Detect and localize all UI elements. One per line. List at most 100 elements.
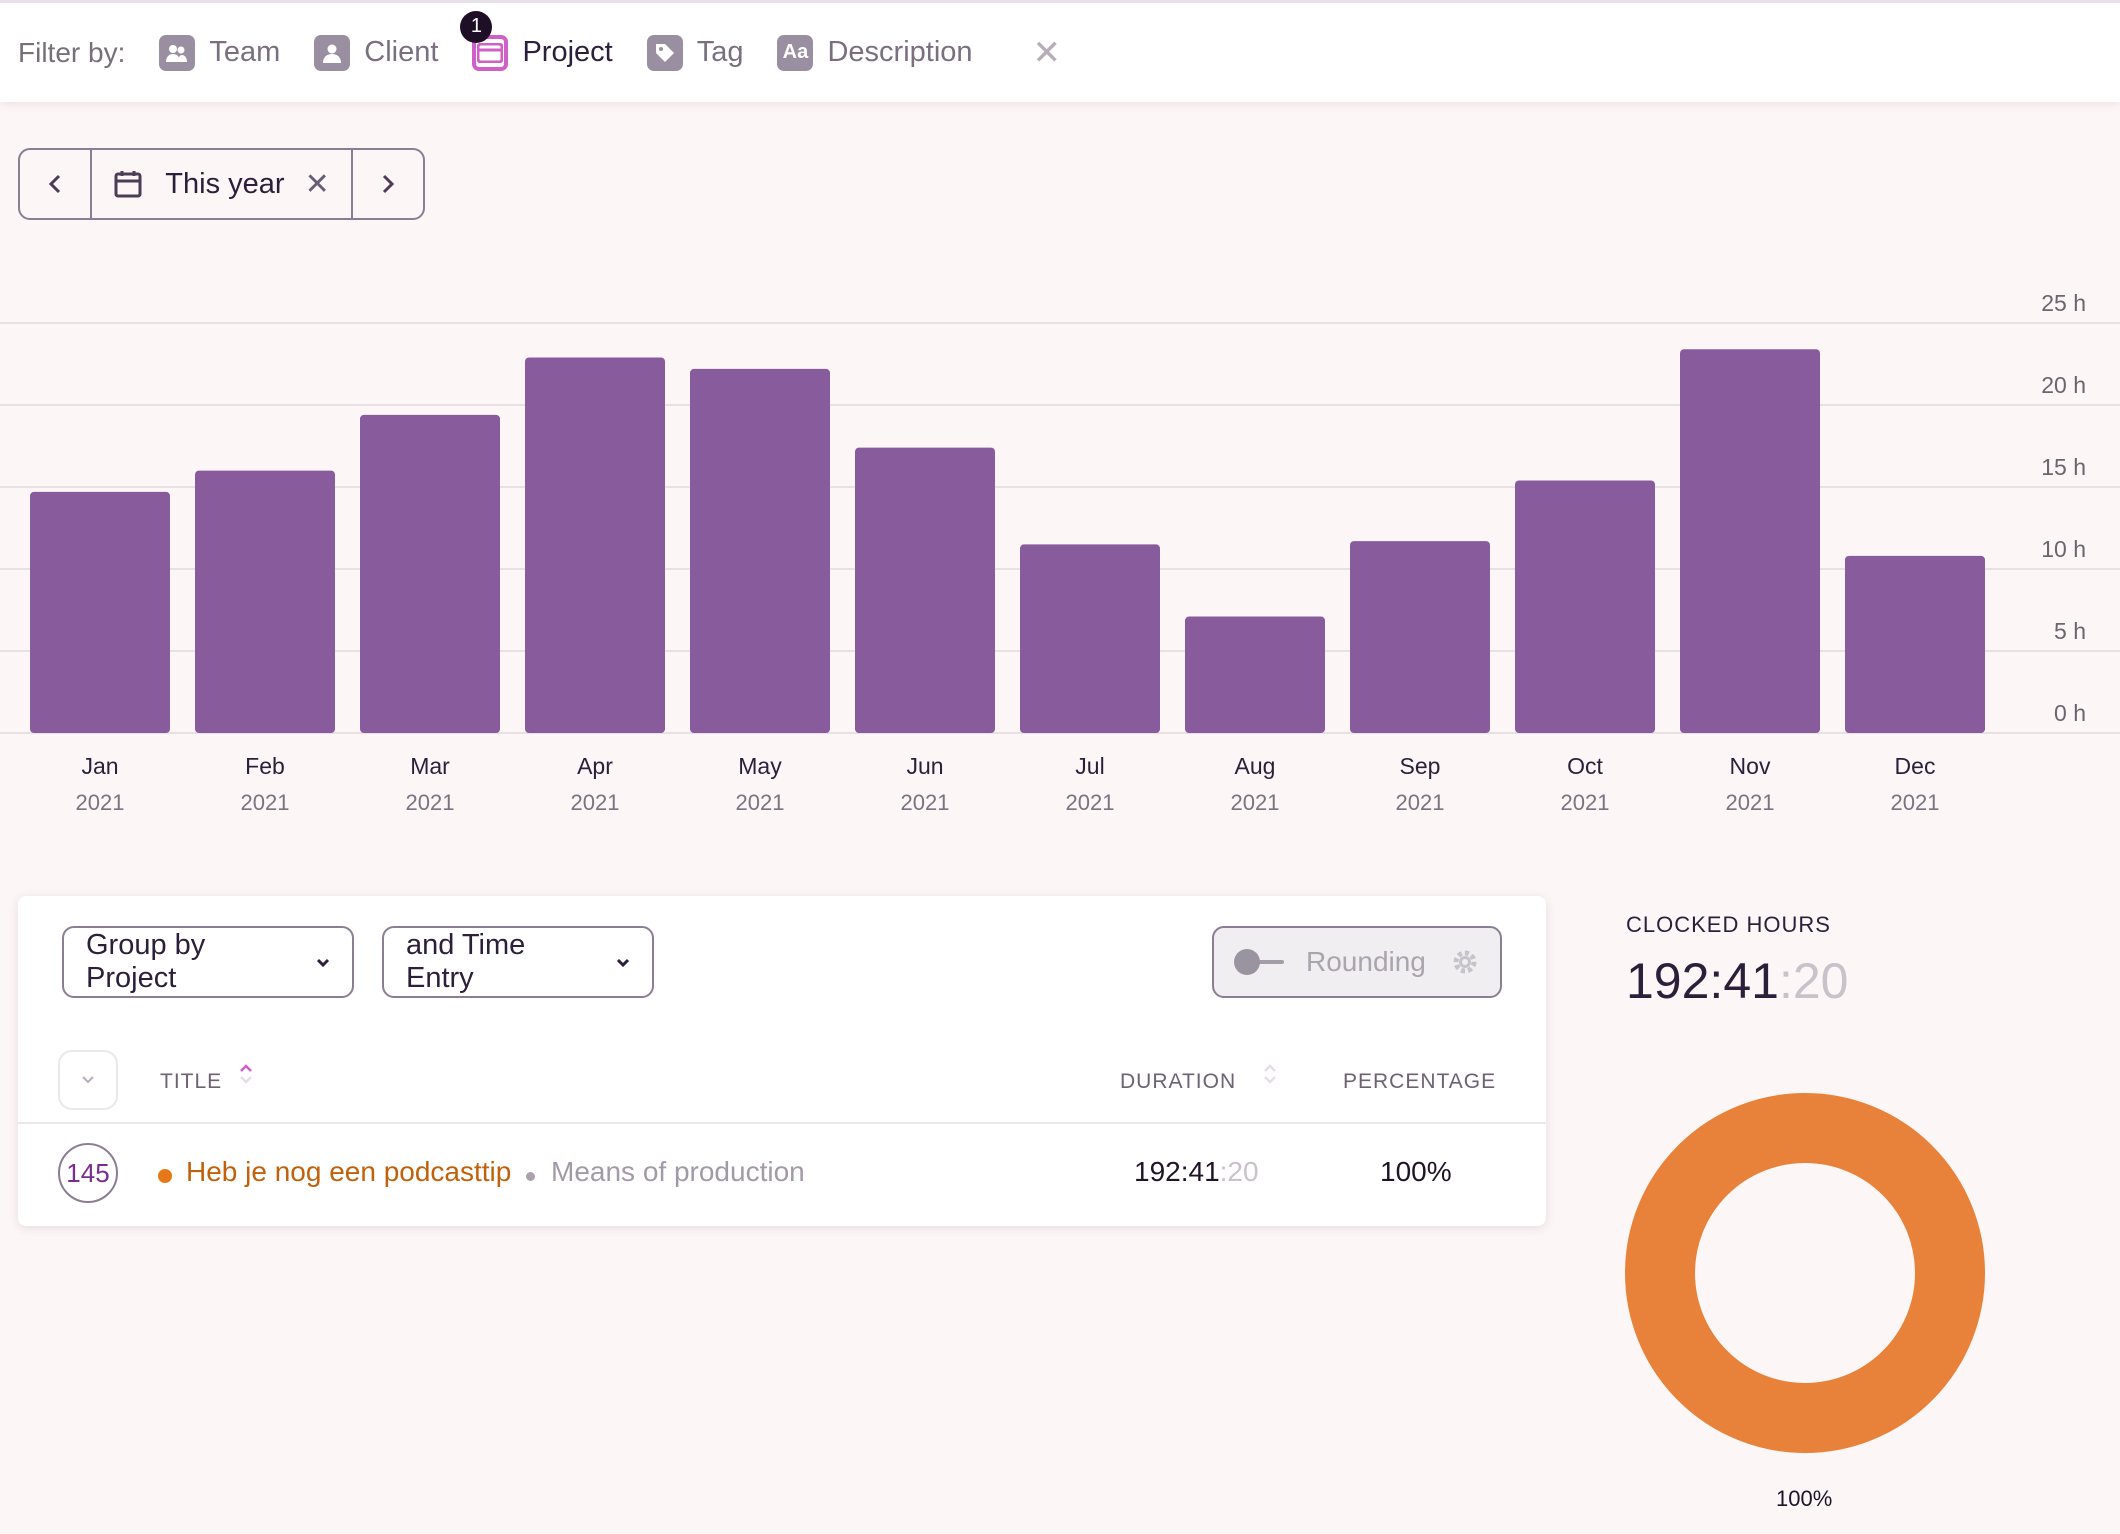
chevron-down-icon	[82, 1076, 94, 1084]
x-tick-sublabel: 2021	[1396, 790, 1445, 815]
filter-tag[interactable]: Tag	[646, 34, 744, 71]
sort-ascending-icon[interactable]	[238, 1062, 254, 1091]
x-tick-label: Jun	[906, 753, 943, 779]
bar-nov[interactable]	[1680, 349, 1820, 733]
chevron-down-icon	[316, 952, 330, 973]
row-duration: 192:41:20	[1134, 1156, 1259, 1188]
bar-aug[interactable]	[1185, 616, 1325, 733]
filter-team[interactable]: Team	[159, 34, 281, 71]
description-icon: Aa	[777, 34, 814, 71]
x-tick-sublabel: 2021	[241, 790, 290, 815]
x-tick-sublabel: 2021	[1231, 790, 1280, 815]
x-tick-sublabel: 2021	[1066, 790, 1115, 815]
x-tick-label: Sep	[1400, 753, 1441, 779]
bar-jun[interactable]	[855, 447, 995, 733]
column-percentage[interactable]: PERCENTAGE	[1343, 1070, 1497, 1093]
x-tick-sublabel: 2021	[406, 790, 455, 815]
bar-dec[interactable]	[1845, 555, 1985, 733]
subgroup-label: and Time Entry	[406, 929, 526, 994]
calendar-icon	[113, 169, 143, 199]
date-range-label: This year	[165, 167, 285, 200]
filter-by-label: Filter by:	[18, 36, 126, 68]
team-icon	[159, 34, 196, 71]
bar-apr[interactable]	[525, 357, 665, 733]
rounding-toggle[interactable]: Rounding	[1212, 926, 1502, 998]
x-tick-label: Jul	[1075, 753, 1104, 779]
bar-feb[interactable]	[195, 470, 335, 733]
bar-jul[interactable]	[1020, 544, 1160, 733]
duration-seconds: :20	[1219, 1156, 1259, 1187]
filter-description[interactable]: Aa Description	[777, 34, 973, 71]
subgroup-dropdown[interactable]: and Time Entry	[382, 926, 654, 998]
bar-oct[interactable]	[1515, 480, 1655, 733]
filter-count-badge: 1	[460, 10, 493, 43]
filter-team-label: Team	[209, 36, 281, 68]
y-tick-label: 20 h	[2041, 372, 2086, 398]
project-color-dot	[158, 1169, 172, 1183]
client-icon	[314, 34, 351, 71]
column-title[interactable]: TITLE	[160, 1070, 223, 1093]
x-tick-label: Aug	[1235, 753, 1276, 779]
y-tick-label: 5 h	[2054, 618, 2086, 644]
x-tick-sublabel: 2021	[571, 790, 620, 815]
x-tick-label: Feb	[245, 753, 285, 779]
chevron-right-icon	[382, 174, 395, 194]
x-tick-label: Mar	[410, 753, 450, 779]
x-tick-sublabel: 2021	[736, 790, 785, 815]
filter-project[interactable]: 1 Project	[460, 10, 613, 71]
bar-mar[interactable]	[360, 414, 500, 733]
clocked-hours-main: 192:41	[1626, 953, 1779, 1009]
y-tick-label: 0 h	[2054, 700, 2086, 726]
project-icon	[472, 34, 509, 71]
filter-tag-label: Tag	[696, 36, 744, 68]
group-by-dropdown[interactable]: Group by Project	[62, 926, 354, 998]
x-tick-label: Jan	[81, 753, 118, 779]
filter-client[interactable]: Client	[314, 34, 439, 71]
next-period-button[interactable]	[353, 150, 423, 218]
close-icon[interactable]: ✕	[1032, 33, 1062, 72]
gear-icon[interactable]	[1450, 947, 1480, 977]
x-tick-sublabel: 2021	[1726, 790, 1775, 815]
date-range-picker: This year ✕	[18, 148, 425, 220]
previous-period-button[interactable]	[20, 150, 90, 218]
x-tick-label: Nov	[1730, 753, 1771, 779]
x-tick-label: May	[738, 753, 782, 779]
close-icon[interactable]: ✕	[304, 167, 330, 201]
clocked-hours-value: 192:41:20	[1626, 952, 1848, 1010]
y-tick-label: 10 h	[2041, 536, 2086, 562]
bar-may[interactable]	[690, 368, 830, 733]
filter-project-label: Project	[522, 36, 613, 68]
x-tick-label: Oct	[1567, 753, 1603, 779]
x-tick-sublabel: 2021	[901, 790, 950, 815]
date-range-selector[interactable]: This year ✕	[90, 150, 353, 218]
sort-icon[interactable]	[1262, 1062, 1278, 1091]
filter-description-label: Description	[827, 36, 973, 68]
entry-count-badge[interactable]: 145	[58, 1143, 118, 1203]
x-tick-label: Dec	[1895, 753, 1936, 779]
toggle-switch[interactable]	[1234, 949, 1286, 975]
tag-icon	[646, 34, 683, 71]
separator-dot	[526, 1172, 535, 1181]
y-tick-label: 25 h	[2041, 290, 2086, 316]
expand-all-button[interactable]	[58, 1050, 118, 1110]
x-tick-sublabel: 2021	[76, 790, 125, 815]
group-by-label: Group by Project	[86, 929, 206, 994]
donut-segment[interactable]	[1625, 1093, 1985, 1453]
table-header: TITLE DURATION PERCENTAGE	[18, 1048, 1546, 1124]
client-name: Means of production	[551, 1156, 805, 1187]
filter-bar: Filter by: Team Client 1 Project Tag Aa …	[0, 0, 2120, 102]
column-duration[interactable]: DURATION	[1120, 1070, 1237, 1093]
duration-main: 192:41	[1134, 1156, 1220, 1187]
bar-jan[interactable]	[30, 491, 170, 733]
bar-sep[interactable]	[1350, 541, 1490, 733]
filter-client-label: Client	[364, 36, 439, 68]
table-row[interactable]: 145 Heb je nog een podcasttip Means of p…	[18, 1126, 1546, 1222]
clocked-hours-seconds: :20	[1778, 953, 1849, 1009]
row-percentage: 100%	[1380, 1156, 1452, 1187]
rounding-label: Rounding	[1306, 946, 1426, 977]
report-table-card: Group by Project and Time Entry Rounding…	[18, 896, 1546, 1226]
clocked-hours-label: CLOCKED HOURS	[1626, 912, 1831, 937]
y-tick-label: 15 h	[2041, 454, 2086, 480]
x-tick-label: Apr	[577, 753, 613, 779]
project-name[interactable]: Heb je nog een podcasttip	[186, 1156, 512, 1187]
